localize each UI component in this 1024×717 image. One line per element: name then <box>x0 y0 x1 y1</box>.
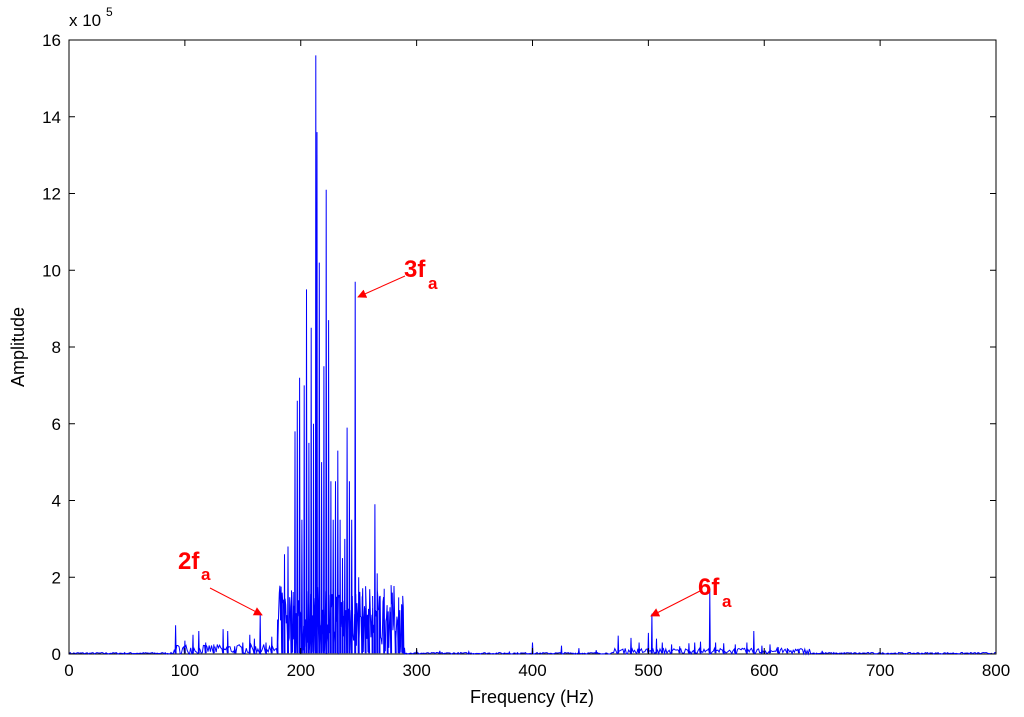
x-tick-label: 600 <box>750 661 778 680</box>
annotation-6fa: 6f a <box>650 574 732 617</box>
y-tick-label: 0 <box>52 645 61 664</box>
y-tick-label: 2 <box>52 568 61 587</box>
x-axis-label: Frequency (Hz) <box>470 687 594 707</box>
y-axis-exponent-base: x 10 <box>69 11 101 30</box>
plot-area <box>68 39 997 655</box>
y-tick-label: 14 <box>42 108 61 127</box>
annotation-3fa-subscript: a <box>428 274 438 293</box>
annotation-6fa-text: 6f <box>698 574 720 601</box>
annotation-2fa-arrow <box>209 587 263 616</box>
y-axis-ticks: 0 2 4 6 8 10 12 14 16 <box>42 31 996 664</box>
y-tick-label: 10 <box>42 261 61 280</box>
x-tick-label: 400 <box>518 661 546 680</box>
y-tick-label: 6 <box>52 415 61 434</box>
x-tick-label: 500 <box>634 661 662 680</box>
x-tick-label: 300 <box>402 661 430 680</box>
y-tick-label: 12 <box>42 185 61 204</box>
y-tick-label: 16 <box>42 31 61 50</box>
x-tick-label: 100 <box>171 661 199 680</box>
y-tick-label: 8 <box>52 338 61 357</box>
annotation-3fa: 3f a <box>357 256 438 298</box>
annotation-2fa-text: 2f <box>178 548 200 575</box>
y-axis-exponent-power: 5 <box>106 5 113 19</box>
annotation-6fa-subscript: a <box>722 592 732 611</box>
x-tick-label: 800 <box>982 661 1010 680</box>
x-tick-label: 200 <box>287 661 315 680</box>
annotation-3fa-text: 3f <box>404 256 426 283</box>
x-tick-label: 700 <box>866 661 894 680</box>
annotation-6fa-arrow <box>650 590 701 617</box>
y-tick-label: 4 <box>52 492 61 511</box>
x-tick-label: 0 <box>64 661 73 680</box>
annotation-2fa: 2f a <box>178 548 263 616</box>
annotation-2fa-subscript: a <box>201 565 211 584</box>
y-axis-label: Amplitude <box>8 307 28 387</box>
x-axis-ticks: 0 100 200 300 400 500 600 700 800 <box>64 40 1010 680</box>
annotation-3fa-arrow <box>357 275 406 298</box>
